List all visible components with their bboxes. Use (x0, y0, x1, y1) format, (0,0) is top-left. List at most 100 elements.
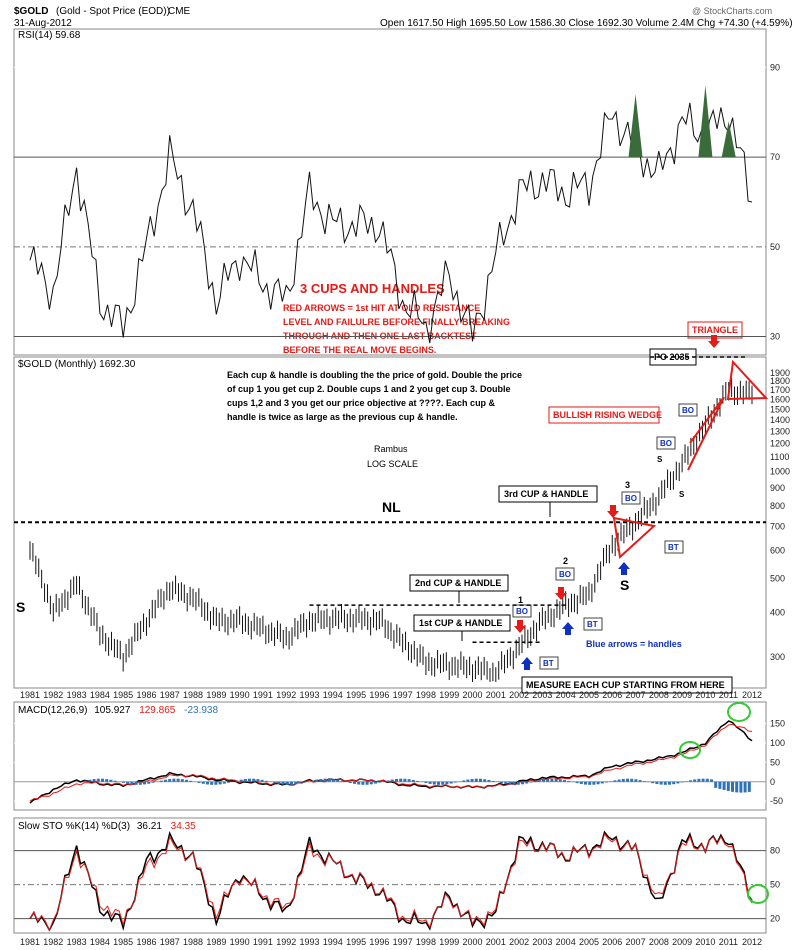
y-tick-label: -50 (770, 796, 783, 806)
cup-number-3: 3 (625, 480, 630, 490)
y-tick-label: 90 (770, 62, 780, 72)
rising-wedge-lines (687, 396, 725, 471)
macd-hist-bar (449, 781, 453, 784)
x-tick-label: 1984 (90, 937, 110, 947)
x-tick-label: 1995 (346, 690, 366, 700)
macd-hist-bar (558, 779, 562, 782)
macd-hist-bar (588, 781, 592, 785)
bo-box-4-text: BO (660, 439, 672, 448)
right-shoulder-text: S (620, 577, 629, 593)
macd-hist-bar (546, 778, 550, 782)
macd-hist-bar (521, 781, 524, 785)
macd-label-value: 105.927 (94, 705, 131, 716)
macd-hist-bar (428, 781, 432, 784)
header-exchange: CME (168, 6, 191, 17)
macd-hist-bar (319, 778, 323, 782)
x-tick-label: 1986 (136, 937, 156, 947)
macd-hist-bar (432, 781, 436, 785)
macd-hist-bar (348, 781, 352, 783)
macd-hist-bar (260, 779, 264, 782)
title-text: 3 CUPS AND HANDLES (300, 281, 445, 296)
x-tick-label: 1982 (43, 937, 63, 947)
macd-hist-bar (201, 781, 205, 784)
price-plot: 300 400 500 600 700 800 900 1000 1100 1200 1300140… (14, 356, 790, 682)
macd-hist-bar (189, 780, 193, 782)
macd-hist-bar (592, 781, 596, 785)
x-tick-label: 1998 (416, 690, 436, 700)
macd-hist-bar (537, 780, 541, 782)
macd-hist-bar (374, 781, 377, 784)
macd-hist-bar (726, 781, 730, 791)
macd-hist-bar (680, 781, 684, 783)
macd-hist-bar (411, 779, 415, 782)
macd-hist-bar (84, 780, 88, 782)
x-tick-label: 1988 (183, 690, 203, 700)
green-ring-macd-1 (679, 741, 701, 759)
bt-box-2-text: BT (587, 620, 598, 629)
macd-hist-bar (227, 781, 230, 783)
bt-box-3-text: BT (668, 543, 679, 552)
macd-hist-bar (697, 778, 701, 782)
x-tick-label: 2011 (719, 937, 738, 947)
callout-measure-text: MEASURE EACH CUP STARTING FROM HERE (526, 680, 725, 690)
macd-hist-bar (474, 778, 478, 782)
macd-hist-bar (470, 778, 474, 782)
macd-hist-bar (600, 781, 604, 784)
header-name: (Gold - Spot Price (EOD)) (56, 6, 170, 17)
bo-box-2-text: BO (559, 570, 571, 579)
y-tick-label: 0 (770, 777, 775, 787)
wedge-s-1: S (657, 455, 663, 464)
x-tick-label: 1998 (416, 937, 436, 947)
macd-label-hist: -23.938 (184, 705, 218, 716)
desc-line-2: of cup 1 you get cup 2. Double cups 1 an… (227, 384, 511, 394)
y-tick-label: 100 (770, 738, 785, 748)
left-shoulder-text: S (16, 599, 25, 615)
macd-hist-bar (655, 781, 659, 785)
macd-hist-bar (126, 781, 130, 784)
macd-hist-bar (365, 781, 369, 785)
x-tick-label: 1981 (20, 937, 40, 947)
price-tick-label: 1600 (770, 394, 790, 404)
macd-hist-bar (285, 781, 289, 785)
desc-line-1: Each cup & handle is doubling the the pr… (227, 370, 522, 380)
x-tick-label: 2008 (649, 690, 669, 700)
callout-cup3: 3rd CUP & HANDLE (498, 485, 598, 517)
macd-hist-bar (710, 779, 713, 782)
macd-hist-bar (302, 781, 306, 783)
macd-hist-bar (563, 780, 566, 782)
bt-box-1-text: BT (543, 659, 554, 668)
macd-hist-bar (172, 778, 176, 782)
macd-hist-bar (113, 780, 117, 782)
macd-hist-bar (105, 779, 109, 782)
x-tick-label: 1991 (253, 690, 273, 700)
bo-box-4: BO (656, 436, 676, 450)
macd-hist-bar (143, 781, 146, 785)
callout-cup2-text: 2nd CUP & HANDLE (415, 578, 501, 588)
x-tick-label: 1990 (230, 937, 250, 947)
blue-arrows-text: Blue arrows = handles (586, 639, 682, 649)
macd-hist-bar (596, 781, 600, 785)
macd-hist-bar (508, 781, 512, 785)
macd-hist-bar (676, 781, 680, 784)
price-tick-label: 1400 (770, 415, 790, 425)
macd-hist-bar (453, 781, 457, 783)
macd-hist-bar (416, 780, 419, 782)
macd-hist-bar (525, 781, 529, 784)
macd-hist-bar (718, 781, 722, 789)
macd-hist-bar (298, 781, 302, 784)
macd-hist-bar (109, 779, 113, 782)
x-tick-label: 1981 (20, 690, 40, 700)
callout-wedge-text: BULLISH RISING WEDGE (553, 410, 662, 420)
y-tick-label: 70 (770, 152, 780, 162)
macd-hist-bar (407, 779, 411, 782)
x-tick-label: 1996 (369, 937, 389, 947)
bo-box-5-text: BO (682, 406, 694, 415)
x-tick-label: 2009 (672, 937, 692, 947)
macd-hist-bar (311, 780, 314, 782)
macd-hist-bar (134, 781, 138, 785)
macd-hist-bar (621, 778, 625, 782)
macd-hist-bar (584, 781, 587, 785)
rsi-overbought-fill (628, 94, 643, 158)
annotation-marks (514, 335, 769, 904)
bt-box-1: BT (539, 656, 559, 670)
